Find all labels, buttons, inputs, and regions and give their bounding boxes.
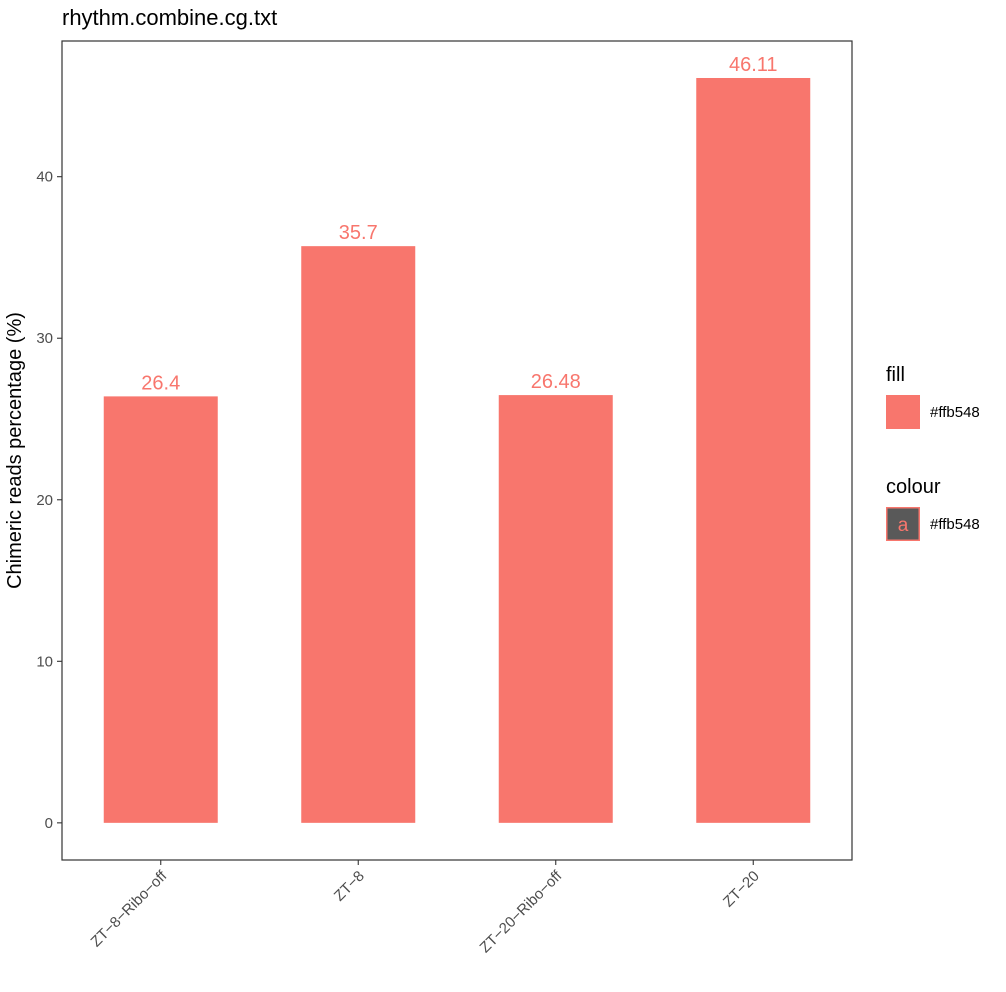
legend-label: #ffb548: [930, 404, 980, 421]
legend-key-fill: [886, 395, 920, 429]
bar: [301, 246, 416, 823]
legend-label: #ffb548: [930, 516, 980, 533]
legend-title: colour: [886, 476, 941, 498]
legend-key-letter: a: [898, 515, 909, 536]
data-label: 35.7: [339, 222, 378, 244]
bar: [498, 395, 613, 823]
chart-title: rhythm.combine.cg.txt: [62, 5, 277, 30]
y-axis-title: Chimeric reads percentage (%): [4, 312, 26, 589]
bar: [103, 396, 218, 823]
plot-panel-border: [61, 40, 853, 861]
y-tick-label: 20: [36, 492, 53, 509]
legend-key-colour: [886, 507, 920, 541]
y-tick-label: 40: [36, 169, 53, 186]
y-tick-label: 10: [36, 653, 53, 670]
y-tick-label: 0: [45, 815, 53, 832]
data-label: 46.11: [729, 54, 778, 76]
legend-title: fill: [886, 364, 905, 386]
bar: [696, 77, 811, 823]
data-labels-group: 26.4 35.7 26.48 46.11: [141, 54, 777, 394]
legend: fill #ffb548 colour a #ffb548: [886, 364, 980, 541]
y-tick-label: 30: [36, 330, 53, 347]
bars-group: [103, 77, 811, 823]
data-label: 26.48: [531, 371, 581, 393]
y-axis: 0 10 20 30 40: [36, 169, 62, 832]
data-label: 26.4: [141, 372, 180, 394]
